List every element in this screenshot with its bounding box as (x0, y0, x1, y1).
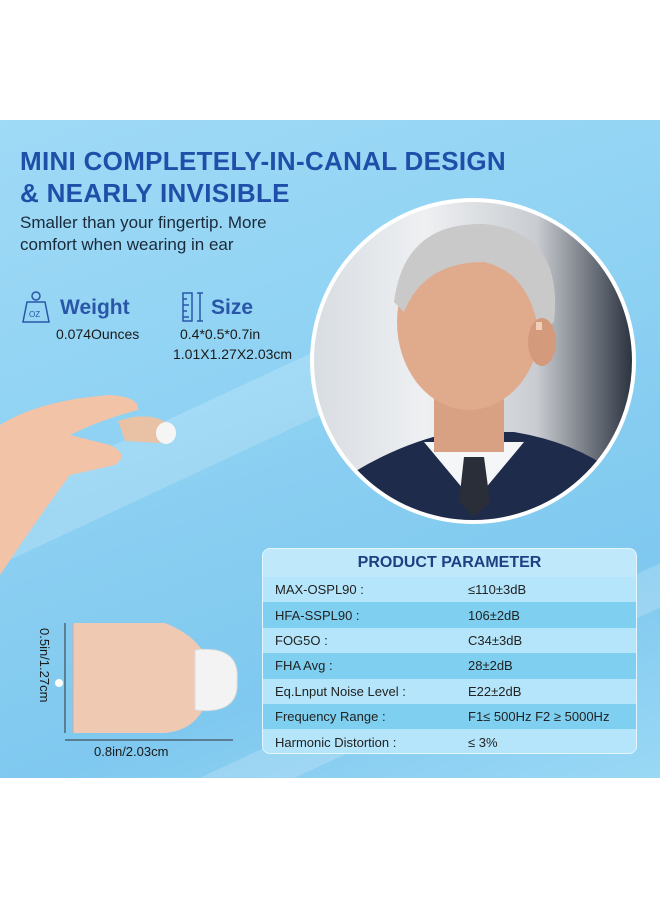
param-value: F1≤ 500Hz F2 ≥ 5000Hz (468, 709, 610, 725)
size-value-in: 0.4*0.5*0.7in (180, 326, 261, 342)
table-row: FOG5O : C34±3dB (263, 627, 636, 654)
size-value-cm: 1.01X1.27X2.03cm (173, 346, 293, 362)
param-name: MAX-OSPL90 : (275, 582, 364, 598)
svg-text:OZ: OZ (29, 310, 40, 319)
product-parameter-table: PRODUCT PARAMETER MAX-OSPL90 : ≤110±3dB HF… (262, 548, 637, 754)
param-name: Harmonic Distortion : (275, 734, 397, 750)
param-value: E22±2dB (468, 683, 522, 699)
hearing-aid-dimension-drawing (55, 623, 238, 741)
param-name: Eq.Lnput Noise Level : (275, 683, 406, 699)
headline-line2: & NEARLY INVISIBLE (20, 178, 290, 208)
table-row: FHA Avg : 28±2dB (263, 653, 636, 679)
param-value: ≤ 3% (468, 734, 498, 750)
product-banner: MINI COMPLETELY-IN-CANAL DESIGN & NEARLY… (0, 120, 660, 778)
height-dimension: 0.5in/1.27cm (37, 628, 52, 703)
param-name: FHA Avg : (275, 658, 333, 674)
param-name: FOG5O : (275, 632, 328, 648)
table-row: MAX-OSPL90 : ≤110±3dB (263, 577, 636, 603)
width-dimension: 0.8in/2.03cm (94, 744, 169, 759)
weight-label: Weight (60, 296, 130, 319)
weight-oz-icon: OZ (22, 291, 50, 323)
table-row: Harmonic Distortion : ≤ 3% (263, 729, 636, 753)
table-row: Eq.Lnput Noise Level : E22±2dB (263, 678, 636, 704)
size-label: Size (211, 296, 254, 319)
man-wearing-hearing-aid-photo (310, 198, 636, 524)
param-value: ≤110±3dB (468, 582, 527, 598)
param-name: Frequency Range : (275, 709, 386, 725)
weight-value: 0.074Ounces (56, 326, 140, 342)
param-name: HFA-SSPL90 : (275, 607, 360, 623)
headline-line1: MINI COMPLETELY-IN-CANAL DESIGN (20, 146, 506, 176)
param-value: 106±2dB (468, 607, 520, 623)
ruler-icon (182, 292, 203, 322)
param-value: C34±3dB (468, 632, 523, 648)
hand-holding-hearing-aid (0, 395, 176, 575)
param-value: 28±2dB (468, 658, 513, 674)
table-title: PRODUCT PARAMETER (357, 554, 542, 571)
subtitle: Smaller than your fingertip. More comfor… (20, 213, 267, 254)
table-row: HFA-SSPL90 : 106±2dB (263, 602, 636, 628)
table-row: Frequency Range : F1≤ 500Hz F2 ≥ 5000Hz (263, 703, 636, 730)
